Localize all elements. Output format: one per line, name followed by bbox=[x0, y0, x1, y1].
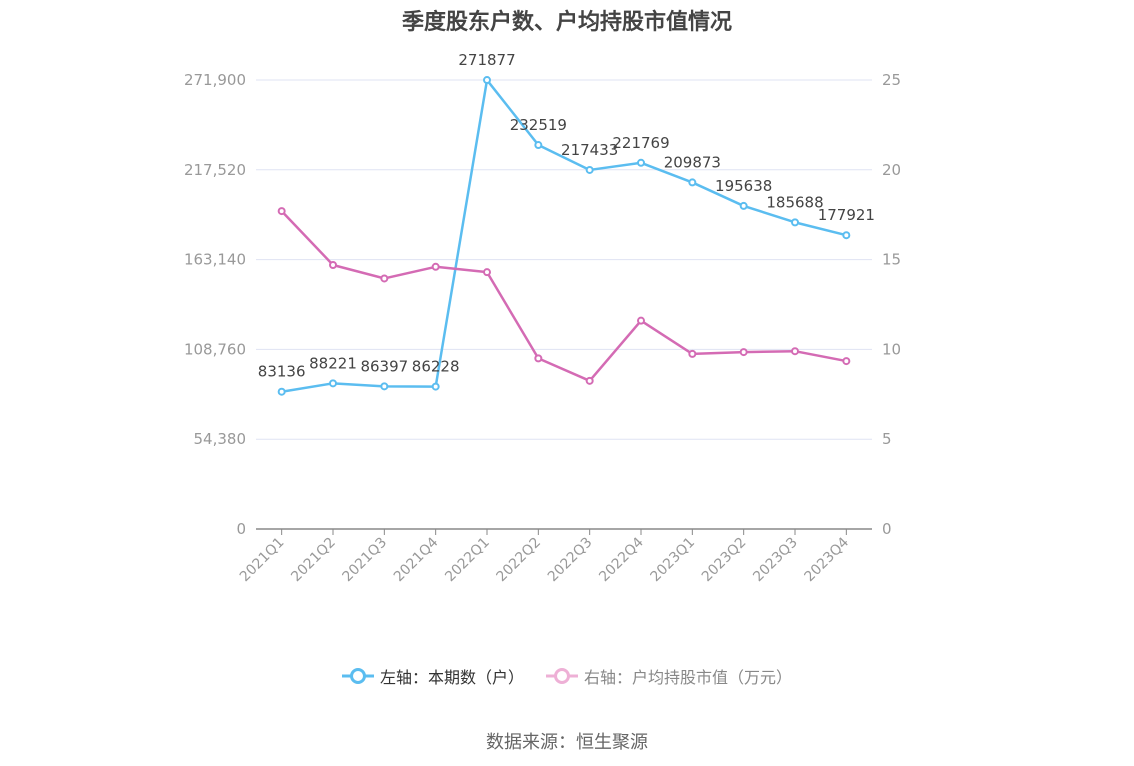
series-layer bbox=[277, 76, 851, 396]
data-point-holders bbox=[380, 382, 389, 391]
data-point-avg-value bbox=[329, 260, 337, 269]
data-point-avg-value bbox=[637, 316, 645, 325]
legend-line-circle-icon bbox=[546, 668, 578, 684]
x-axis-tick-label: 2022Q3 bbox=[545, 535, 596, 586]
x-axis-tick-label: 2023Q2 bbox=[699, 535, 750, 586]
data-point-avg-value bbox=[842, 357, 851, 366]
right-axis-tick-label: 5 bbox=[882, 430, 892, 448]
left-axis-tick-label: 108,760 bbox=[184, 340, 246, 358]
data-point-avg-value bbox=[277, 207, 286, 216]
data-point-avg-value bbox=[483, 268, 491, 277]
x-axis-tick-label: 2023Q4 bbox=[802, 534, 853, 585]
data-point-avg-value bbox=[431, 262, 440, 271]
data-label: 221769 bbox=[612, 134, 669, 152]
data-point-holders bbox=[483, 76, 491, 85]
data-label: 86228 bbox=[412, 358, 460, 376]
right-axis-tick-label: 25 bbox=[882, 71, 901, 89]
x-axis-tick-label: 2023Q1 bbox=[648, 535, 699, 586]
x-axis-tick-label: 2021Q4 bbox=[391, 534, 442, 585]
x-axis-tick-label: 2021Q1 bbox=[237, 535, 288, 586]
series-line-holders bbox=[281, 78, 847, 393]
data-label: 88221 bbox=[309, 354, 357, 372]
data-label: 195638 bbox=[715, 177, 772, 195]
legend-label-left: 左轴：本期数（户） bbox=[379, 668, 524, 687]
data-point-holders bbox=[277, 387, 286, 396]
x-axis-tick-label: 2022Q2 bbox=[494, 535, 545, 586]
legend-label-right: 右轴：户均持股市值（万元） bbox=[584, 668, 793, 687]
data-point-avg-value bbox=[739, 348, 748, 357]
x-axis-tick-label: 2021Q2 bbox=[288, 535, 339, 586]
left-axis-tick-label: 163,140 bbox=[184, 251, 246, 269]
left-axis-tick-label: 54,380 bbox=[194, 430, 247, 448]
x-axis-tick-label: 2023Q3 bbox=[750, 535, 801, 586]
grid-layer bbox=[256, 79, 872, 440]
right-axis-tick-label: 10 bbox=[882, 340, 901, 358]
data-point-avg-value bbox=[688, 349, 697, 358]
x-axis-tick-label: 2022Q1 bbox=[442, 535, 493, 586]
right-axis-tick-label: 20 bbox=[882, 161, 901, 179]
data-point-holders bbox=[739, 201, 748, 210]
data-label: 185688 bbox=[766, 193, 823, 211]
legend-item-left-axis[interactable]: 左轴：本期数（户） bbox=[341, 664, 524, 688]
left-axis-tick-label: 0 bbox=[236, 520, 246, 538]
data-label-layer: 83136 88221 86397 86228 271877 232519 21743322… bbox=[258, 51, 875, 381]
chart-title: 季度股东户数、户均持股市值情况 bbox=[401, 10, 732, 35]
data-point-holders bbox=[637, 158, 645, 167]
left-axis-tick-label: 271,900 bbox=[184, 71, 246, 89]
data-point-avg-value bbox=[380, 274, 389, 283]
data-point-holders bbox=[842, 231, 851, 240]
data-label: 83136 bbox=[258, 363, 306, 381]
data-point-avg-value bbox=[534, 354, 543, 363]
data-label: 271877 bbox=[458, 51, 515, 69]
data-label: 177921 bbox=[818, 206, 875, 224]
data-label: 232519 bbox=[510, 116, 567, 134]
x-axis-tick-label: 2022Q4 bbox=[596, 534, 647, 585]
right-axis-tick-label: 0 bbox=[882, 520, 892, 538]
data-point-holders bbox=[431, 382, 440, 391]
legend-line-circle-icon bbox=[341, 668, 374, 684]
data-point-holders bbox=[329, 379, 337, 388]
left-axis-tick-label: 217,520 bbox=[184, 161, 246, 179]
data-point-avg-value bbox=[585, 376, 594, 385]
data-point-holders bbox=[791, 218, 799, 227]
data-point-holders bbox=[534, 141, 543, 150]
data-point-avg-value bbox=[791, 347, 799, 356]
chart-legend: 左轴：本期数（户） 右轴：户均持股市值（万元） bbox=[0, 663, 1134, 689]
data-label: 209873 bbox=[664, 153, 721, 171]
legend-item-right-axis[interactable]: 右轴：户均持股市值（万元） bbox=[546, 664, 792, 688]
data-point-holders bbox=[688, 178, 697, 187]
data-point-holders bbox=[585, 165, 594, 174]
series-line-avg-value bbox=[280, 210, 847, 383]
data-label: 217433 bbox=[561, 141, 618, 159]
data-label: 86397 bbox=[360, 357, 408, 375]
data-source-note: 数据来源：恒生聚源 bbox=[486, 732, 648, 753]
x-axis-tick-label: 2021Q3 bbox=[340, 535, 391, 586]
right-axis-tick-label: 15 bbox=[882, 251, 901, 269]
